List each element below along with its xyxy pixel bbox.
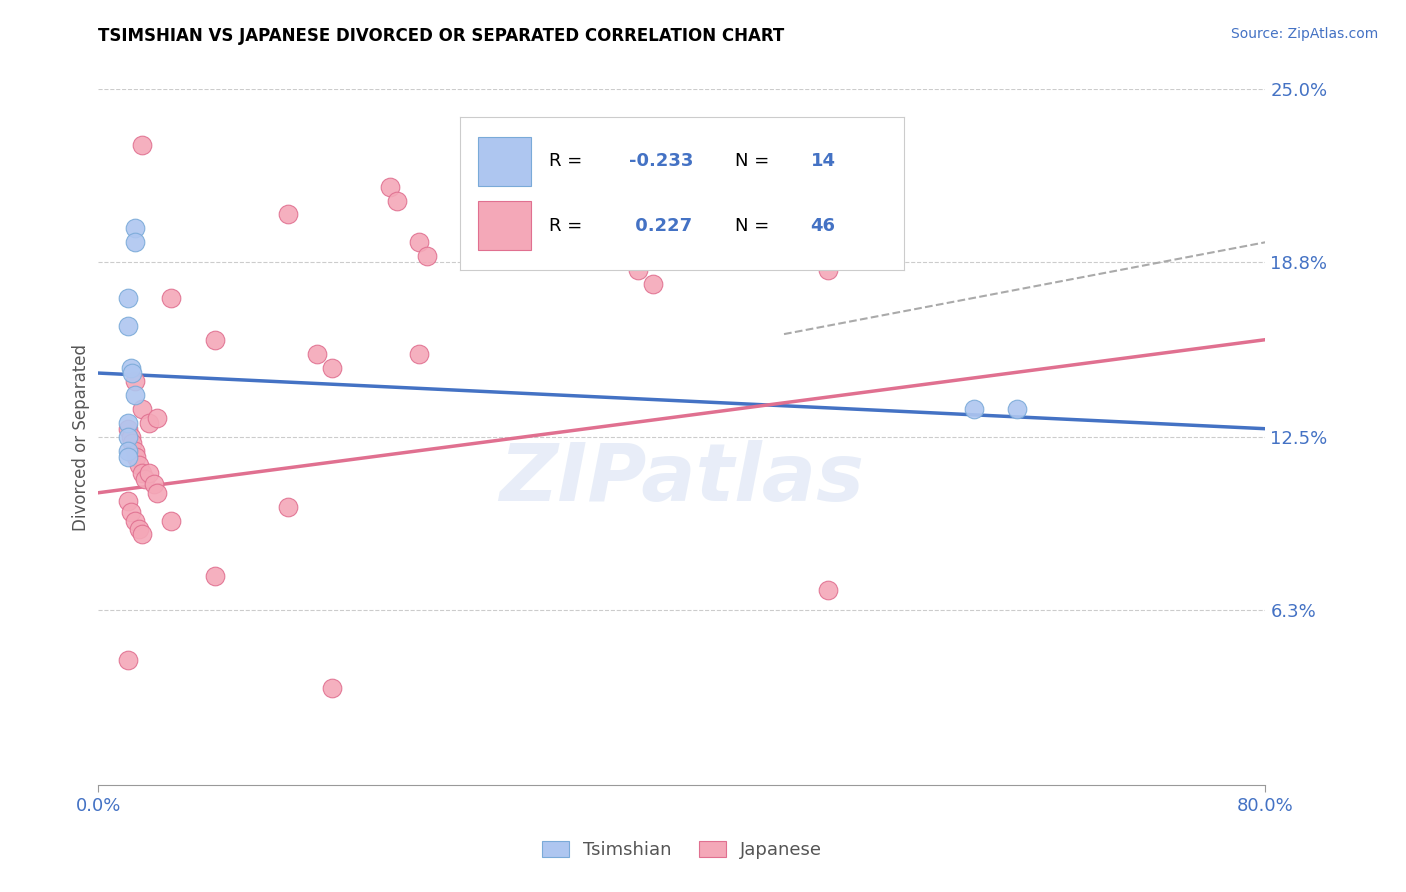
Point: [1007, 402, 1029, 417]
Point: [415, 249, 437, 263]
Point: [124, 375, 146, 389]
Point: [408, 235, 430, 250]
Point: [146, 485, 169, 500]
Point: [134, 472, 156, 486]
Legend: Tsimshian, Japanese: Tsimshian, Japanese: [534, 834, 830, 866]
Point: [204, 569, 226, 583]
Point: [378, 179, 402, 194]
Point: [121, 366, 143, 380]
Point: [124, 514, 146, 528]
Y-axis label: Divorced or Separated: Divorced or Separated: [72, 343, 90, 531]
Point: [641, 277, 664, 291]
Point: [124, 235, 146, 250]
Point: [138, 416, 160, 430]
Point: [160, 291, 183, 305]
Point: [120, 360, 142, 375]
Point: [124, 388, 146, 402]
Point: [138, 467, 160, 481]
Point: [117, 291, 139, 305]
Point: [128, 458, 150, 472]
Point: [387, 194, 409, 208]
Point: [131, 137, 153, 152]
Point: [131, 527, 153, 541]
Point: [142, 477, 165, 491]
Point: [131, 467, 153, 481]
Point: [160, 514, 183, 528]
Text: Source: ZipAtlas.com: Source: ZipAtlas.com: [1230, 27, 1378, 41]
Point: [117, 653, 139, 667]
Point: [117, 444, 139, 458]
Point: [120, 430, 142, 444]
Point: [146, 410, 169, 425]
Point: [962, 402, 984, 417]
Point: [131, 402, 153, 417]
Point: [117, 416, 139, 430]
Point: [817, 583, 839, 598]
Point: [121, 435, 143, 450]
Text: ZIPatlas: ZIPatlas: [499, 440, 865, 518]
Point: [124, 221, 146, 235]
Point: [277, 500, 299, 514]
Point: [817, 263, 839, 277]
Point: [627, 263, 650, 277]
Point: [117, 318, 139, 333]
Point: [124, 444, 146, 458]
Point: [321, 681, 343, 695]
Point: [408, 346, 430, 360]
Point: [117, 450, 139, 464]
Point: [321, 360, 343, 375]
Point: [117, 430, 139, 444]
Point: [204, 333, 226, 347]
Point: [117, 422, 139, 436]
Point: [307, 346, 329, 360]
Text: TSIMSHIAN VS JAPANESE DIVORCED OR SEPARATED CORRELATION CHART: TSIMSHIAN VS JAPANESE DIVORCED OR SEPARA…: [98, 27, 785, 45]
Point: [128, 522, 150, 536]
Point: [125, 450, 148, 464]
Point: [120, 505, 142, 519]
Point: [117, 494, 139, 508]
Point: [524, 221, 547, 235]
Point: [277, 207, 299, 221]
